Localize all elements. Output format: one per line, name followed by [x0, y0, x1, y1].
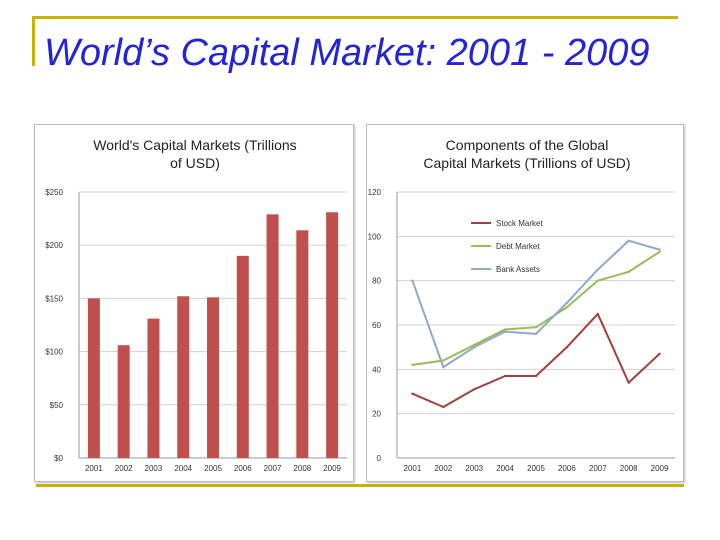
y-tick-label: 0 — [377, 454, 382, 463]
legend-label-stock-market: Stock Market — [496, 219, 543, 228]
point-stock-market — [534, 374, 538, 378]
x-tick-label: 2001 — [404, 464, 422, 473]
point-debt-market — [534, 326, 538, 329]
accent-rule-top — [32, 16, 678, 19]
point-debt-market — [411, 363, 414, 367]
x-tick-label: 2001 — [85, 464, 103, 473]
x-tick-label: 2002 — [115, 464, 133, 473]
bar-2001 — [87, 298, 100, 458]
point-bank-assets — [658, 248, 661, 251]
bar-2007 — [266, 214, 279, 458]
x-tick-label: 2006 — [558, 464, 576, 473]
x-tick-label: 2007 — [589, 464, 607, 473]
x-tick-label: 2008 — [620, 464, 638, 473]
bar-2009 — [326, 212, 339, 458]
y-tick-label: $150 — [45, 294, 63, 303]
x-tick-label: 2003 — [145, 464, 163, 473]
point-stock-market — [565, 345, 569, 349]
chart-title-line: Components of the Global — [446, 137, 609, 153]
point-stock-market — [473, 388, 476, 391]
y-tick-label: $200 — [45, 241, 63, 250]
x-tick-label: 2004 — [174, 464, 192, 473]
point-stock-market — [658, 352, 661, 356]
y-tick-label: $0 — [54, 454, 63, 463]
bar-2006 — [236, 255, 249, 458]
legend-label-bank-assets: Bank Assets — [496, 265, 540, 274]
point-debt-market — [473, 343, 476, 347]
point-bank-assets — [565, 301, 569, 305]
bar-2005 — [207, 297, 219, 458]
point-stock-market — [411, 392, 414, 395]
y-tick-label: 120 — [368, 188, 382, 197]
x-tick-label: 2004 — [496, 464, 514, 473]
bar-2008 — [296, 230, 309, 458]
legend-label-debt-market: Debt Market — [496, 242, 540, 251]
y-tick-label: 100 — [368, 232, 382, 241]
x-tick-label: 2006 — [234, 464, 252, 473]
x-tick-label: 2002 — [434, 464, 452, 473]
line-chart-svg: Components of the Global Capital Markets … — [368, 137, 675, 473]
point-bank-assets — [503, 330, 507, 333]
point-bank-assets — [411, 279, 414, 282]
x-tick-label: 2003 — [465, 464, 483, 473]
point-debt-market — [503, 328, 507, 331]
chart-title-line: World's Capital Markets (Trillions — [93, 137, 296, 153]
point-bank-assets — [442, 365, 445, 369]
point-debt-market — [442, 359, 445, 362]
y-tick-label: $250 — [45, 188, 63, 197]
x-tick-label: 2005 — [527, 464, 545, 473]
chart-title-line: Capital Markets (Trillions of USD) — [423, 155, 630, 171]
y-tick-label: 40 — [372, 365, 381, 374]
point-bank-assets — [473, 345, 476, 349]
point-debt-market — [658, 250, 661, 254]
x-tick-label: 2009 — [323, 464, 341, 473]
point-stock-market — [596, 312, 599, 316]
point-stock-market — [627, 381, 630, 384]
bar-chart-svg: World's Capital Markets (Trillions of USD… — [45, 137, 347, 473]
y-tick-label: 20 — [372, 410, 381, 419]
x-tick-label: 2009 — [651, 464, 669, 473]
slide-title: World’s Capital Market: 2001 - 2009 — [44, 32, 650, 74]
y-tick-label: 60 — [372, 321, 381, 330]
y-tick-label: 80 — [372, 277, 381, 286]
components-line-chart: Components of the Global Capital Markets … — [366, 124, 684, 482]
point-debt-market — [596, 279, 599, 282]
x-tick-label: 2005 — [204, 464, 222, 473]
point-debt-market — [627, 270, 630, 273]
bar-2004 — [177, 296, 190, 458]
series-line-bank-assets — [411, 239, 660, 369]
x-tick-label: 2008 — [293, 464, 311, 473]
accent-rule-bottom — [36, 484, 684, 487]
point-debt-market — [565, 306, 569, 309]
y-tick-label: $100 — [45, 348, 63, 357]
chart-title-line: of USD) — [170, 155, 220, 171]
y-tick-label: $50 — [50, 401, 64, 410]
point-stock-market — [503, 374, 507, 378]
x-tick-label: 2007 — [264, 464, 282, 473]
capital-markets-bar-chart: World's Capital Markets (Trillions of USD… — [34, 124, 354, 482]
point-bank-assets — [627, 239, 630, 242]
bar-2002 — [117, 345, 130, 458]
accent-rule-left — [32, 16, 35, 66]
point-stock-market — [442, 405, 445, 409]
bar-2003 — [147, 318, 160, 458]
point-bank-assets — [534, 332, 538, 336]
point-bank-assets — [596, 268, 599, 271]
